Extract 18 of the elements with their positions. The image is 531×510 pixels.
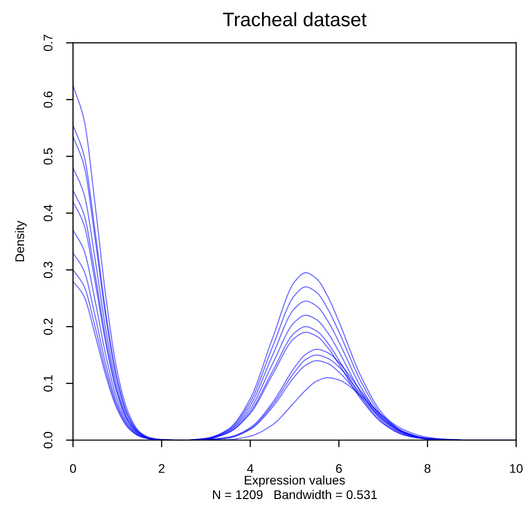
- text: N = 1209 Bandwidth = 0.531: [213, 490, 377, 500]
- x-tick-label: 4: [247, 464, 254, 473]
- y-tick-label: 0.0: [44, 432, 52, 448]
- x-tick-label: 0: [70, 464, 76, 473]
- y-tick-label: 0.7: [44, 34, 52, 52]
- y-axis-title: Density: [14, 220, 27, 262]
- y-tick-label: 0.6: [44, 91, 52, 108]
- y-tick-label: 0.2: [44, 318, 52, 335]
- chart-title: Tracheal dataset: [222, 12, 366, 26]
- y-tick-label: 0.4: [44, 204, 52, 222]
- x-tick-label: 8: [424, 464, 430, 473]
- x-tick-label: 10: [510, 464, 523, 473]
- y-tick-label: 0.5: [44, 148, 52, 165]
- y-tick-label: 0.3: [44, 262, 52, 278]
- y-tick-label: 0.1: [44, 375, 52, 392]
- x-axis-title: Expression values: [244, 475, 345, 488]
- x-tick-label: 2: [158, 464, 164, 473]
- x-tick-label: 6: [336, 464, 342, 473]
